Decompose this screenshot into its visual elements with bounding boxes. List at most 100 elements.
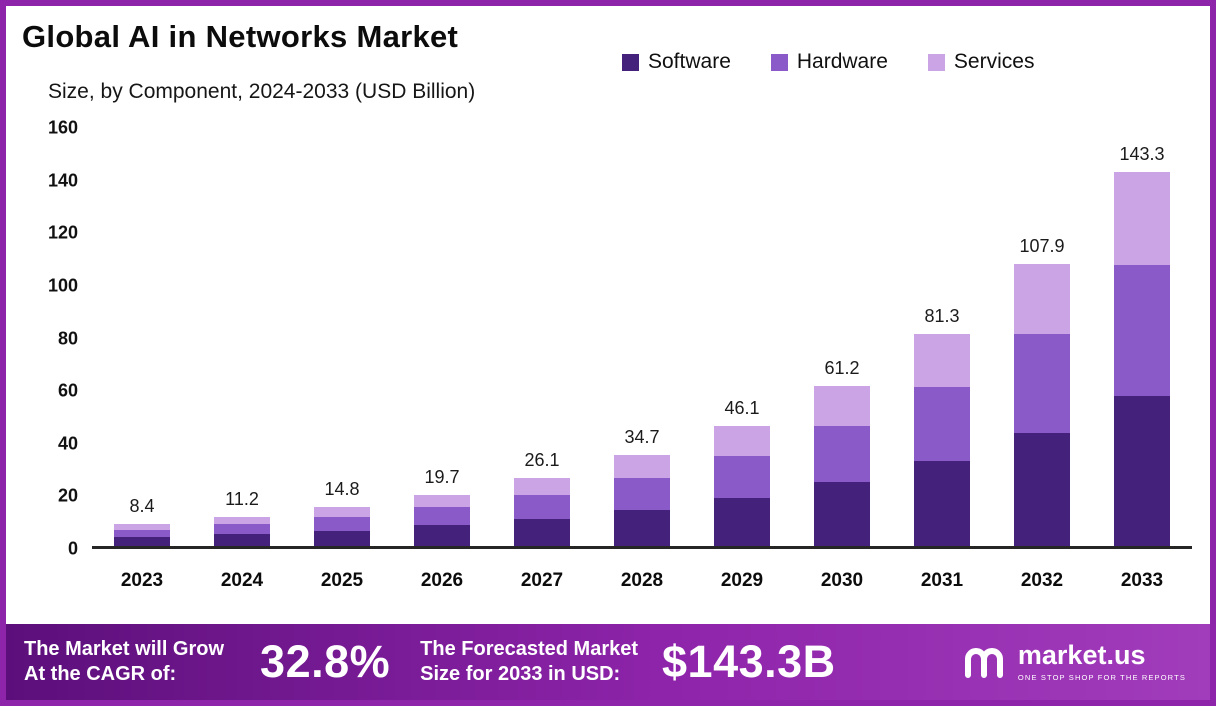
legend-swatch-hardware: [770, 53, 788, 71]
bar-segment-services-2024: [214, 516, 270, 525]
x-label-2033: 2033: [1120, 570, 1164, 591]
total-label-2024: 11.2: [225, 488, 259, 509]
bar-segment-software-2025: [314, 530, 370, 546]
y-tick-40: 40: [57, 433, 78, 454]
bar-segment-services-2027: [514, 477, 570, 496]
legend-swatch-software: [622, 53, 639, 71]
bar-segment-services-2025: [314, 507, 370, 518]
legend-label-services: Services: [953, 50, 1035, 73]
legend-swatch-services: [927, 53, 945, 71]
bar-group-2023: 8.4 2023: [114, 128, 170, 591]
bar-segment-hardware-2029: [714, 455, 770, 498]
bar-segment-services-2032: [1014, 264, 1070, 335]
y-tick-120: 120: [47, 222, 78, 243]
legend-label-software: Software: [648, 50, 731, 73]
bar-segment-software-2024: [214, 534, 270, 546]
bar-group-2033: 143.3 2033: [1114, 128, 1170, 591]
bar-segment-hardware-2032: [1014, 334, 1070, 434]
bar-segment-hardware-2030: [814, 426, 870, 482]
y-tick-160: 160: [47, 117, 78, 138]
bar-segment-hardware-2026: [414, 507, 470, 526]
total-label-2026: 19.7: [424, 466, 460, 487]
chart: 0 20 40 60 80 100 120 140 160 8.4 2023 11.2 2024 14.…: [28, 118, 1194, 591]
y-tick-100: 100: [47, 275, 78, 296]
bar-group-2026: 19.7 2026: [414, 128, 470, 591]
x-label-2027: 2027: [520, 570, 564, 591]
bar-group-2024: 11.2 2024: [214, 128, 270, 591]
x-label-2026: 2026: [420, 570, 464, 591]
total-label-2025: 14.8: [324, 479, 360, 500]
total-label-2030: 61.2: [824, 358, 860, 379]
legend-item-hardware: Hardware: [770, 50, 888, 74]
forecast-label: The Forecasted Market Size for 2033 in U…: [420, 637, 638, 687]
bottom-banner: The Market will Grow At the CAGR of: 32.…: [6, 624, 1210, 700]
cagr-label-line2: At the CAGR of:: [24, 663, 177, 685]
page-title: Global AI in Networks Market: [22, 19, 459, 54]
total-label-2029: 46.1: [724, 397, 760, 418]
forecast-value: $143.3B: [662, 636, 836, 687]
bar-segment-software-2031: [914, 461, 970, 546]
total-label-2031: 81.3: [924, 305, 960, 326]
bar-segment-hardware-2024: [214, 524, 270, 535]
total-label-2028: 34.7: [624, 427, 660, 448]
bar-segment-software-2033: [1114, 396, 1170, 546]
y-tick-60: 60: [57, 380, 78, 401]
bar-group-2029: 46.1 2029: [714, 128, 770, 591]
bar-group-2025: 14.8 2025: [314, 128, 370, 591]
forecast-label-line2: Size for 2033 in USD:: [420, 663, 621, 685]
bar-group-2031: 81.3 2031: [914, 128, 970, 591]
marketus-logo-text: market.us: [1017, 640, 1146, 670]
bar-segment-software-2026: [414, 525, 470, 546]
marketus-logo: market.us ONE STOP SHOP FOR THE REPORTS: [962, 642, 1192, 682]
x-label-2031: 2031: [920, 570, 964, 591]
bar-segment-services-2029: [714, 425, 770, 456]
bar-segment-hardware-2027: [514, 495, 570, 519]
x-label-2029: 2029: [720, 570, 764, 591]
total-label-2027: 26.1: [524, 449, 560, 470]
y-tick-80: 80: [57, 328, 78, 348]
bar-segment-hardware-2033: [1114, 265, 1170, 397]
bar-segment-hardware-2023: [114, 529, 170, 538]
y-axis: 0 20 40 60 80 100 120 140 160: [28, 118, 84, 559]
legend: Software Hardware Services: [622, 50, 1034, 74]
bar-segment-services-2026: [414, 494, 470, 508]
bar-segment-software-2028: [614, 509, 670, 546]
bar-group-2027: 26.1 2027: [514, 128, 570, 591]
bar-segment-services-2031: [914, 333, 970, 387]
x-label-2030: 2030: [820, 570, 864, 591]
total-label-2032: 107.9: [1019, 236, 1065, 257]
bar-segment-software-2023: [114, 537, 170, 546]
legend-item-software: Software: [622, 50, 731, 74]
bars: 8.4 2023 11.2 2024 14.8 2025 19.7 2026 26.1 2027 3…: [92, 128, 1192, 591]
x-label-2028: 2028: [620, 570, 664, 591]
x-label-2024: 2024: [220, 570, 264, 591]
bar-segment-hardware-2025: [314, 517, 370, 531]
legend-label-hardware: Hardware: [796, 50, 888, 73]
total-label-2033: 143.3: [1119, 143, 1165, 164]
bar-segment-software-2027: [514, 518, 570, 546]
bar-segment-hardware-2028: [614, 478, 670, 510]
y-tick-140: 140: [47, 170, 78, 191]
cagr-label: The Market will Grow At the CAGR of:: [24, 637, 224, 687]
bar-segment-software-2029: [714, 497, 770, 546]
cagr-value: 32.8%: [260, 636, 391, 687]
bar-segment-software-2032: [1014, 433, 1070, 546]
bar-segment-services-2030: [814, 386, 870, 427]
page-subtitle: Size, by Component, 2024-2033 (USD Billi…: [48, 80, 476, 103]
bar-segment-services-2023: [114, 524, 170, 530]
bar-segment-hardware-2031: [914, 386, 970, 462]
x-label-2032: 2032: [1020, 570, 1064, 591]
plot-area: 8.4 2023 11.2 2024 14.8 2025 19.7 2026 26.1 2027 3…: [92, 128, 1192, 591]
bar-group-2032: 107.9 2032: [1014, 128, 1070, 591]
forecast-label-line1: The Forecasted Market: [420, 638, 639, 660]
y-tick-0: 0: [67, 538, 78, 559]
x-label-2023: 2023: [120, 570, 164, 591]
legend-item-services: Services: [927, 50, 1035, 74]
bar-group-2030: 61.2 2030: [814, 128, 870, 591]
marketus-m-icon: [962, 644, 1008, 680]
bar-segment-software-2030: [814, 482, 870, 546]
x-label-2025: 2025: [320, 570, 364, 591]
bar-group-2028: 34.7 2028: [614, 128, 670, 591]
marketus-logo-tagline: ONE STOP SHOP FOR THE REPORTS: [1017, 673, 1186, 682]
